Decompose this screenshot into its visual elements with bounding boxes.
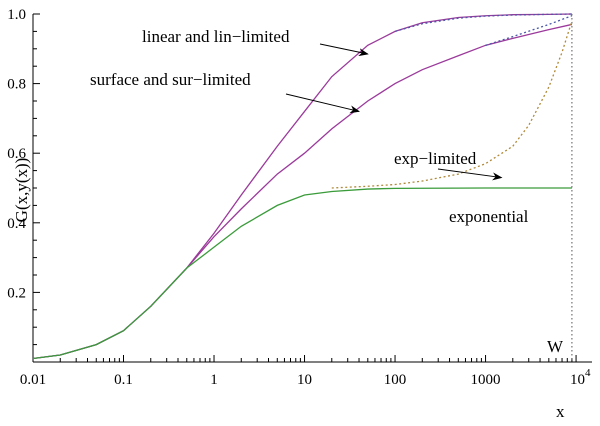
series-sur-limited-line [485,15,573,46]
x-tick-label: 0.1 [114,372,133,388]
annotation-surface: surface and sur−limited [90,70,251,89]
x-tick-label: 10 [297,372,312,388]
x-axis-label: x [556,402,565,421]
w-marker-label: W [547,337,564,356]
annotation-arrow [319,43,369,57]
x-ticks: 0.01 0.1 1 10 100 1000 104 [20,355,591,388]
y-tick-label: 1.0 [7,7,26,23]
series-linear-line [32,13,572,360]
x-tick-label: 100 [384,372,407,388]
annotation-exp-limited: exp−limited [394,149,477,168]
x-tick-label: 0.01 [20,372,46,388]
series-exponential-line [32,187,572,360]
annotation-arrows [285,43,503,181]
x-tick-label: 104 [570,367,591,388]
x-tick-label: 1000 [471,372,501,388]
y-tick-label: 0.8 [7,77,26,93]
y-tick-label: 0.4 [7,216,26,232]
series-group [32,13,573,360]
annotation-arrow [437,168,503,181]
series-lin-limited-line [394,13,572,33]
y-axis-label: G(x,y(x)) [12,158,31,223]
annotation-exponential: exponential [449,207,529,226]
y-ticks: 0.2 0.4 0.6 0.8 1.0 [7,7,40,346]
x-tick-label: 1 [210,372,218,388]
annotation-linear: linear and lin−limited [142,27,290,46]
series-exp-limited-line [331,20,573,189]
y-tick-label: 0.2 [7,285,26,301]
annotation-arrow [285,93,360,114]
y-tick-label: 0.6 [7,146,26,162]
